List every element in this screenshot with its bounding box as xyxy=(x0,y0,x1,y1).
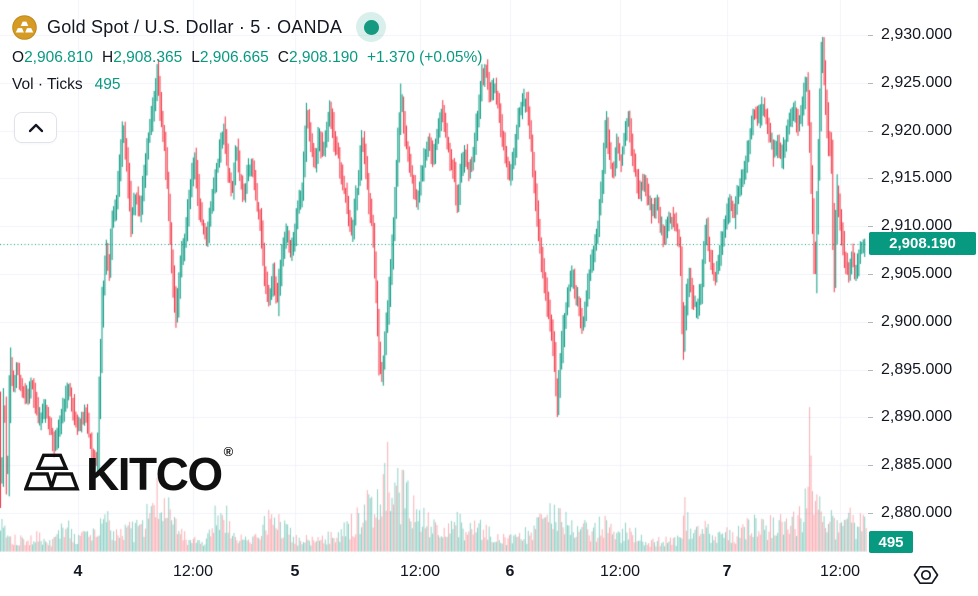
time-axis-label: 6 xyxy=(505,563,515,580)
chevron-up-icon xyxy=(28,123,43,132)
price-axis-tick xyxy=(868,513,873,514)
price-axis-label: 2,885.000 xyxy=(881,456,953,474)
volume-label: Vol · Ticks xyxy=(12,76,83,93)
ohlc-row: O2,906.810 H2,908.365 L2,906.665 C2,908.190… xyxy=(12,49,482,67)
price-axis-tick xyxy=(868,131,873,132)
volume-row: Vol · Ticks 495 xyxy=(12,76,482,94)
open-value: 2,906.810 xyxy=(24,49,94,66)
price-axis-tick xyxy=(868,178,873,179)
price-axis-tick xyxy=(868,322,873,323)
chart-legend: Gold Spot / U.S. Dollar · 5 · OANDA O2,9… xyxy=(12,12,482,94)
symbol-title[interactable]: Gold Spot / U.S. Dollar · 5 · OANDA xyxy=(47,16,343,37)
market-open-dot-icon xyxy=(363,19,379,35)
time-axis-label: 12:00 xyxy=(172,563,214,580)
time-axis-label: 12:00 xyxy=(399,563,441,580)
collapse-legend-button[interactable] xyxy=(14,112,57,143)
price-axis-tick xyxy=(868,370,873,371)
change-value: +1.370 (+0.05%) xyxy=(366,49,483,66)
price-axis-label: 2,920.000 xyxy=(881,121,953,139)
price-axis-label: 2,880.000 xyxy=(881,504,953,521)
price-axis-tick xyxy=(868,35,873,36)
time-axis-label: 4 xyxy=(73,563,83,580)
close-value: 2,908.190 xyxy=(289,49,358,66)
price-axis-label: 2,905.000 xyxy=(881,265,953,282)
price-axis-tick xyxy=(868,226,873,227)
price-axis-label: 2,895.000 xyxy=(881,360,953,378)
price-axis[interactable]: 2,908.190 495 2,930.000 2,925.000 2,920.00… xyxy=(868,0,978,553)
high-value: 2,908.365 xyxy=(113,49,183,66)
open-label: O xyxy=(12,49,25,66)
time-axis[interactable]: 4 12:00 5 12:00 6 12:00 7 12:00 xyxy=(0,552,868,596)
time-axis-label: 5 xyxy=(290,563,300,580)
volume-value: 495 xyxy=(94,76,121,93)
price-axis-label: 2,930.000 xyxy=(881,26,953,43)
price-axis-label: 2,915.000 xyxy=(881,169,953,187)
time-axis-label: 7 xyxy=(722,563,732,580)
price-axis-tick xyxy=(868,465,873,466)
market-status-button[interactable] xyxy=(356,12,387,42)
low-value: 2,906.665 xyxy=(199,49,269,66)
time-axis-label: 12:00 xyxy=(599,563,641,580)
price-axis-label: 2,925.000 xyxy=(881,73,953,91)
price-axis-tick xyxy=(868,417,873,418)
volume-ticks-badge: 495 xyxy=(869,531,913,553)
time-axis-label: 12:00 xyxy=(819,563,861,580)
close-label: C xyxy=(277,49,289,66)
low-label: L xyxy=(191,49,200,66)
high-label: H xyxy=(102,49,114,66)
price-axis-label: 2,890.000 xyxy=(881,408,953,426)
price-axis-label: 2,910.000 xyxy=(881,217,953,235)
price-axis-tick xyxy=(868,274,873,275)
symbol-row: Gold Spot / U.S. Dollar · 5 · OANDA xyxy=(12,12,482,42)
gold-coin-icon xyxy=(12,14,37,40)
hexagon-eye-icon xyxy=(913,565,939,585)
candlestick-chart-canvas[interactable] xyxy=(0,0,868,552)
chart-properties-button[interactable] xyxy=(908,560,944,590)
price-axis-label: 2,900.000 xyxy=(881,312,953,330)
price-axis-tick xyxy=(868,83,873,84)
current-price-badge: 2,908.190 xyxy=(869,232,976,255)
